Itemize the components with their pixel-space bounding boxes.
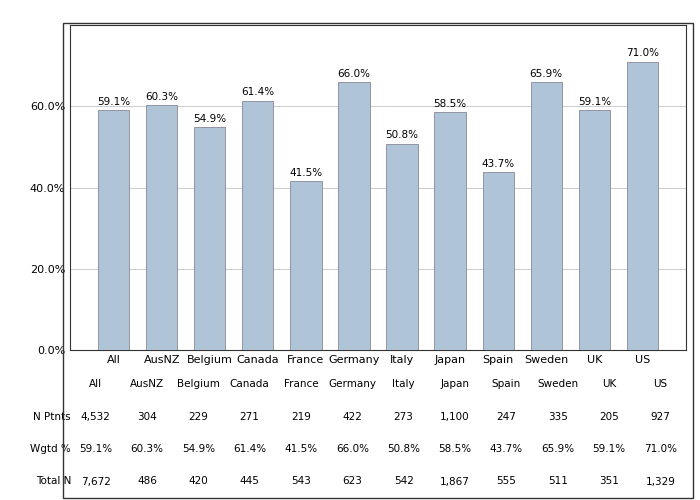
Text: France: France (284, 380, 318, 390)
Text: 351: 351 (599, 476, 619, 486)
Text: Total N: Total N (36, 476, 71, 486)
Text: Wgtd %: Wgtd % (30, 444, 71, 454)
Text: 66.0%: 66.0% (336, 444, 369, 454)
Bar (435, 112, 466, 350)
Text: Belgium: Belgium (177, 380, 220, 390)
Text: 420: 420 (188, 476, 208, 486)
Text: 71.0%: 71.0% (644, 444, 677, 454)
Text: 247: 247 (496, 412, 517, 422)
Text: 422: 422 (342, 412, 363, 422)
Text: 335: 335 (547, 412, 568, 422)
Bar (531, 82, 562, 350)
Bar (338, 82, 370, 350)
Bar (98, 110, 130, 350)
Text: Canada: Canada (230, 380, 270, 390)
Text: 205: 205 (599, 412, 619, 422)
Text: 543: 543 (291, 476, 311, 486)
Text: 229: 229 (188, 412, 209, 422)
Text: 927: 927 (650, 412, 671, 422)
Bar (482, 172, 514, 350)
Text: Italy: Italy (393, 380, 415, 390)
Text: 58.5%: 58.5% (433, 99, 467, 109)
Text: 304: 304 (137, 412, 157, 422)
Text: 41.5%: 41.5% (284, 444, 318, 454)
Text: 542: 542 (393, 476, 414, 486)
Text: 219: 219 (291, 412, 311, 422)
Text: 1,867: 1,867 (440, 476, 470, 486)
Text: 4,532: 4,532 (80, 412, 111, 422)
Bar (242, 100, 274, 350)
Text: 71.0%: 71.0% (626, 48, 659, 58)
Text: Sweden: Sweden (537, 380, 578, 390)
Text: 61.4%: 61.4% (233, 444, 266, 454)
Text: Germany: Germany (328, 380, 377, 390)
Text: 50.8%: 50.8% (387, 444, 420, 454)
Bar (290, 182, 321, 350)
Text: 486: 486 (137, 476, 157, 486)
Text: 65.9%: 65.9% (541, 444, 574, 454)
Text: 60.3%: 60.3% (145, 92, 178, 102)
Text: 555: 555 (496, 476, 517, 486)
Text: 60.3%: 60.3% (130, 444, 164, 454)
Bar (146, 105, 177, 350)
Text: Japan: Japan (440, 380, 470, 390)
Text: 50.8%: 50.8% (386, 130, 419, 140)
Text: 59.1%: 59.1% (79, 444, 112, 454)
Text: N Ptnts: N Ptnts (34, 412, 71, 422)
Text: 1,329: 1,329 (645, 476, 675, 486)
Text: 41.5%: 41.5% (289, 168, 323, 178)
Text: 273: 273 (393, 412, 414, 422)
Text: US: US (653, 380, 667, 390)
Text: 59.1%: 59.1% (578, 96, 611, 106)
Text: 59.1%: 59.1% (592, 444, 626, 454)
Text: 7,672: 7,672 (80, 476, 111, 486)
Text: 59.1%: 59.1% (97, 96, 130, 106)
Text: 66.0%: 66.0% (337, 68, 370, 78)
Text: 445: 445 (239, 476, 260, 486)
Text: 58.5%: 58.5% (438, 444, 472, 454)
Text: 43.7%: 43.7% (482, 159, 514, 169)
Text: All: All (89, 380, 102, 390)
Bar (386, 144, 418, 350)
Bar (579, 110, 610, 350)
Text: 65.9%: 65.9% (530, 69, 563, 79)
Text: 54.9%: 54.9% (193, 114, 226, 124)
Text: 623: 623 (342, 476, 363, 486)
Text: 511: 511 (547, 476, 568, 486)
Text: 54.9%: 54.9% (182, 444, 215, 454)
Text: 43.7%: 43.7% (490, 444, 523, 454)
Text: 61.4%: 61.4% (241, 88, 274, 98)
Bar (194, 127, 225, 350)
Text: 1,100: 1,100 (440, 412, 470, 422)
Text: Spain: Spain (491, 380, 521, 390)
Text: AusNZ: AusNZ (130, 380, 164, 390)
Bar (626, 62, 658, 350)
Text: 271: 271 (239, 412, 260, 422)
Text: UK: UK (602, 380, 616, 390)
